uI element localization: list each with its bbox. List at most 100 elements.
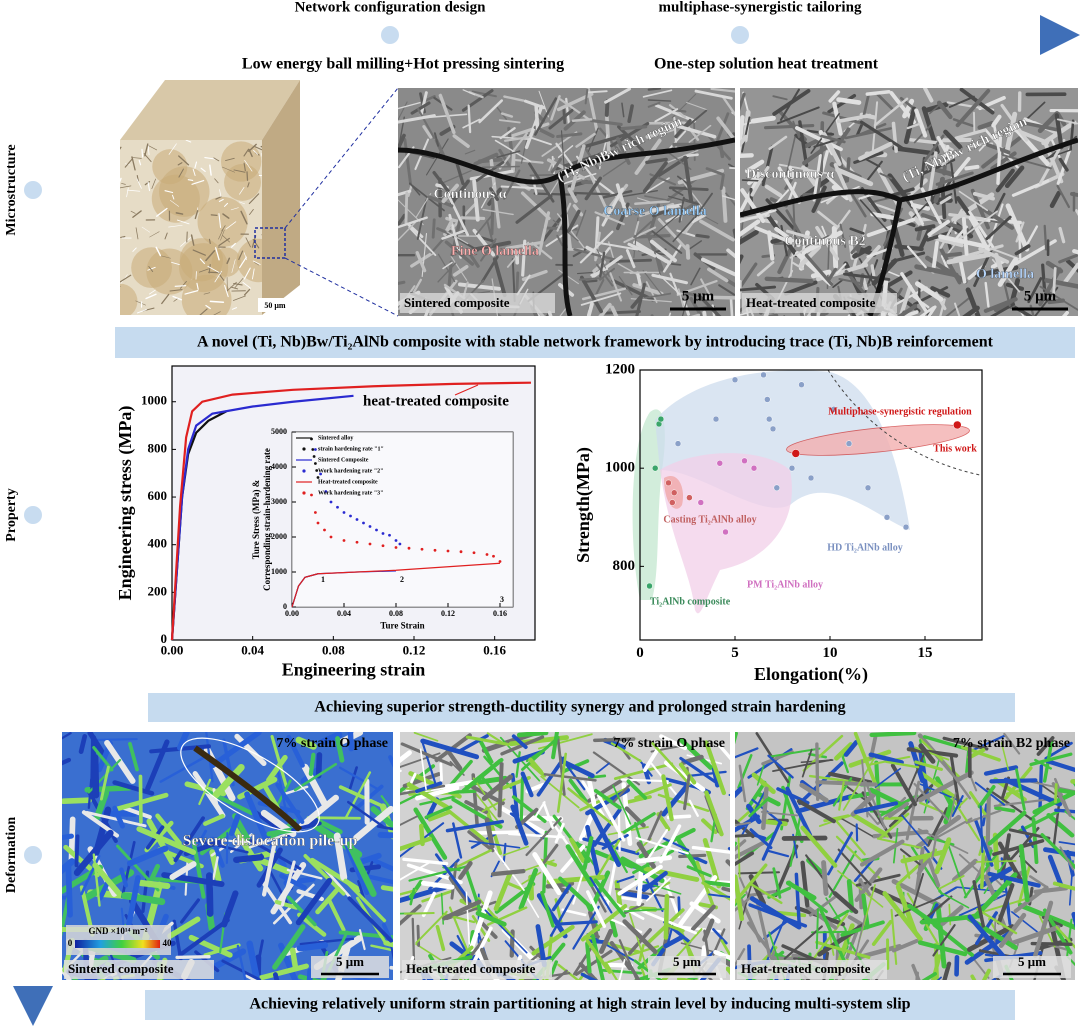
texture	[982, 207, 1015, 230]
texture	[439, 762, 443, 782]
texture	[464, 149, 476, 155]
sem-label: Discontinous α	[746, 167, 835, 182]
texture	[147, 266, 156, 271]
caption-bg	[402, 960, 552, 979]
caption-bg	[737, 960, 887, 979]
texture	[866, 811, 879, 825]
texture	[868, 752, 904, 765]
texture	[338, 930, 393, 939]
texture	[410, 101, 431, 115]
texture	[917, 940, 968, 957]
texture	[635, 855, 673, 864]
data-point	[657, 415, 665, 423]
texture	[1015, 768, 1026, 811]
texture	[78, 734, 88, 755]
texture	[148, 266, 154, 273]
hardening-point	[310, 493, 313, 497]
texture	[509, 122, 550, 138]
texture	[275, 782, 305, 824]
texture	[558, 269, 579, 285]
texture	[446, 231, 469, 245]
texture	[958, 210, 998, 240]
texture	[400, 860, 432, 881]
texture	[590, 267, 609, 277]
texture	[1054, 783, 1058, 804]
texture	[409, 887, 416, 906]
legend-label: Work hardening rate "3"	[318, 490, 384, 496]
texture	[1052, 267, 1057, 296]
texture	[420, 738, 480, 760]
texture	[580, 292, 622, 306]
colorbar-max: 40	[163, 938, 173, 948]
texture	[218, 228, 224, 240]
texture	[438, 170, 472, 185]
hardening-point	[311, 448, 315, 451]
x-tick-label: 0.04	[337, 609, 351, 618]
texture	[611, 278, 655, 302]
caption: Heat-treated composite	[741, 961, 871, 976]
texture	[535, 311, 541, 316]
texture	[932, 922, 974, 957]
texture	[519, 776, 525, 826]
data-point	[798, 381, 805, 388]
texture	[1049, 190, 1062, 209]
texture	[802, 143, 831, 166]
texture	[819, 308, 827, 316]
texture	[640, 966, 648, 980]
texture	[657, 217, 689, 252]
texture	[705, 167, 725, 176]
texture	[774, 226, 795, 243]
texture	[760, 811, 799, 817]
texture	[164, 232, 168, 240]
texture	[443, 806, 489, 844]
texture	[231, 826, 264, 872]
texture	[234, 278, 244, 289]
hardening-point	[324, 490, 328, 493]
texture	[549, 894, 575, 937]
texture	[210, 214, 218, 217]
texture	[523, 99, 546, 110]
texture	[690, 267, 701, 286]
texture	[441, 183, 459, 204]
y-axis-label: Strength(MPa)	[573, 447, 594, 563]
texture	[710, 88, 735, 93]
texture	[835, 167, 874, 187]
texture	[358, 929, 366, 951]
texture	[822, 132, 842, 167]
texture	[805, 854, 837, 897]
texture	[659, 734, 688, 751]
texture	[233, 283, 243, 286]
texture	[905, 780, 921, 841]
texture	[646, 810, 663, 843]
texture	[558, 920, 598, 926]
texture	[203, 813, 225, 826]
texture	[510, 150, 516, 174]
texture	[482, 208, 514, 216]
texture	[976, 907, 1018, 935]
pile-up-outline	[180, 737, 320, 833]
texture	[475, 213, 494, 236]
texture	[1052, 881, 1075, 891]
texture	[566, 209, 581, 233]
texture	[243, 288, 251, 296]
texture	[347, 732, 355, 752]
texture	[148, 145, 158, 151]
texture	[444, 240, 475, 266]
texture	[906, 747, 959, 758]
texture	[179, 243, 229, 293]
x-tick-label: 10	[823, 645, 838, 661]
texture	[715, 112, 730, 143]
texture	[1056, 184, 1071, 209]
texture	[946, 252, 992, 265]
texture	[1064, 810, 1075, 821]
texture	[622, 919, 658, 955]
texture	[272, 972, 280, 980]
texture	[712, 928, 728, 945]
texture	[602, 190, 633, 199]
texture	[223, 202, 229, 207]
texture	[595, 263, 614, 287]
texture	[400, 884, 448, 903]
texture	[858, 141, 893, 161]
texture	[1027, 277, 1043, 304]
texture	[785, 209, 808, 246]
